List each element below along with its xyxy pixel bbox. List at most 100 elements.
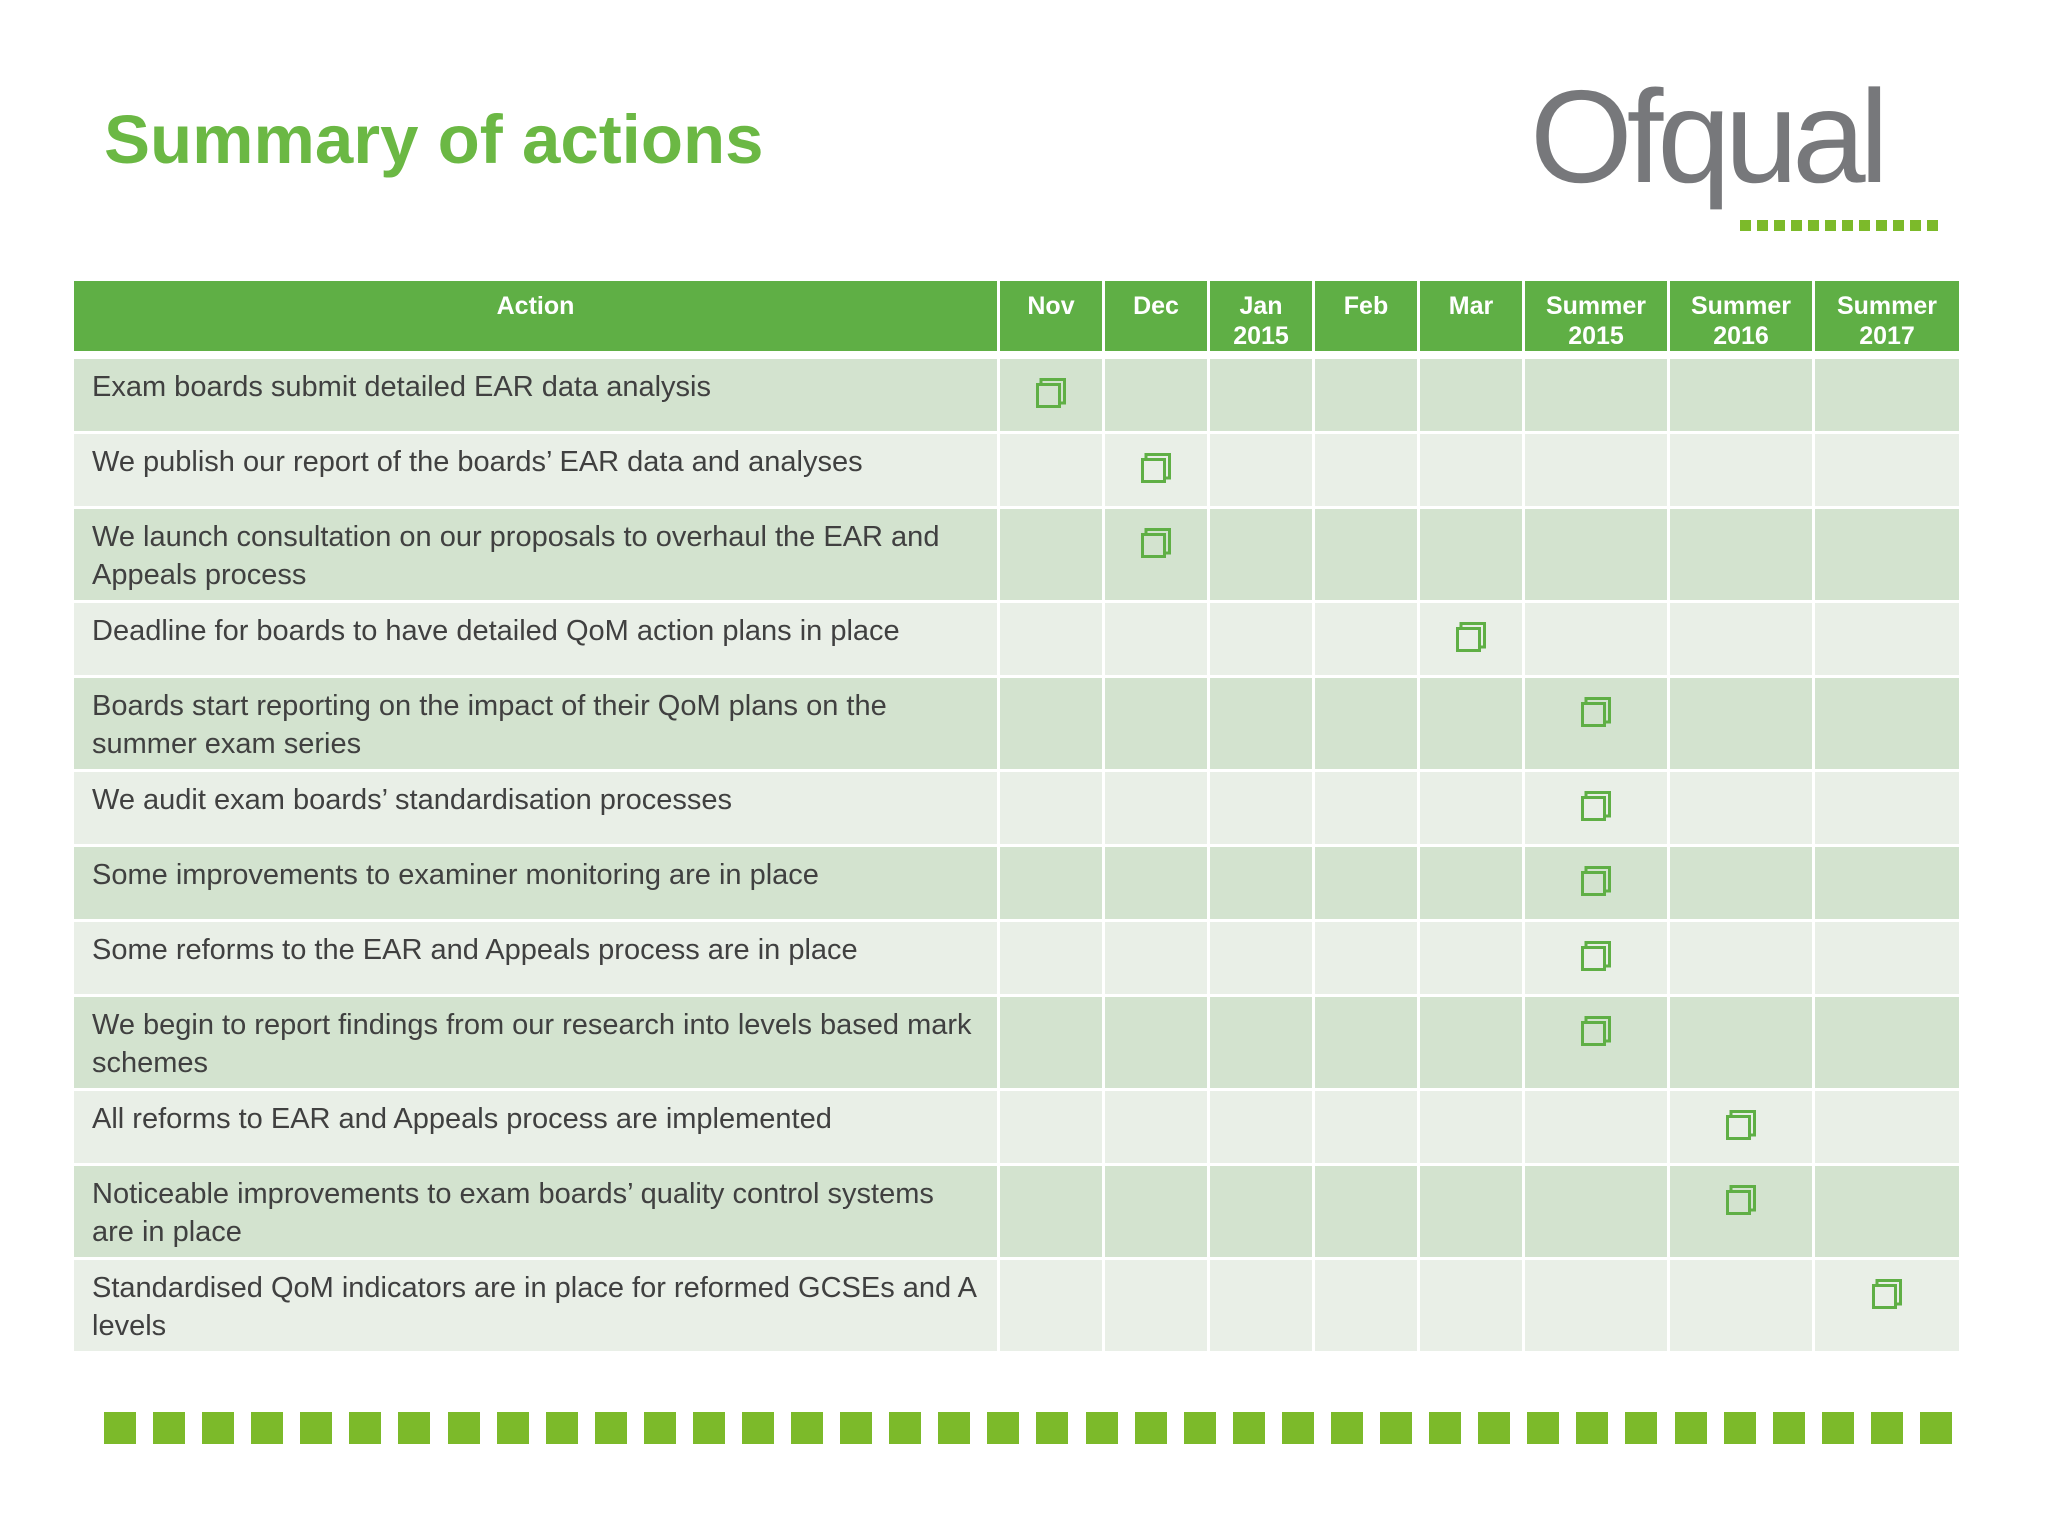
timeline-cell <box>1670 603 1815 678</box>
timeline-cell <box>1420 359 1525 434</box>
column-header-year: 2017 <box>1859 322 1915 350</box>
timeline-cell <box>1105 434 1210 509</box>
decorative-square <box>1625 1412 1658 1444</box>
column-header-period: Jan 2015 <box>1210 281 1315 359</box>
checkbox-square-icon <box>1872 1279 1902 1309</box>
column-header-label: Feb <box>1343 292 1389 320</box>
ofqual-logo-icon: Ofqual <box>1530 70 1938 231</box>
timeline-cell <box>1210 359 1315 434</box>
timeline-cell <box>1315 847 1420 922</box>
actions-timeline-table: Action Nov Dec Jan 2015 Feb Mar Summer 2015 Summe… <box>74 281 1959 1354</box>
timeline-cell <box>1815 1091 1959 1166</box>
timeline-cell <box>1105 997 1210 1091</box>
decorative-square <box>692 1412 725 1444</box>
column-header-label: Summer <box>1690 292 1792 320</box>
table-row: We publish our report of the boards’ EAR… <box>74 434 1959 509</box>
action-text: Standardised QoM indicators are in place… <box>74 1260 1000 1354</box>
timeline-cell <box>1525 359 1670 434</box>
decorative-square <box>1330 1412 1363 1444</box>
table-row: Some reforms to the EAR and Appeals proc… <box>74 922 1959 997</box>
decorative-square <box>643 1412 676 1444</box>
decorative-square <box>153 1412 186 1444</box>
timeline-cell <box>1315 678 1420 772</box>
timeline-cell <box>1210 509 1315 603</box>
column-header-label: Dec <box>1133 292 1179 320</box>
timeline-cell <box>1525 997 1670 1091</box>
timeline-cell <box>1210 678 1315 772</box>
page-title: Summary of actions <box>104 101 764 178</box>
timeline-cell <box>1105 922 1210 997</box>
timeline-cell <box>1525 509 1670 603</box>
table-row: Exam boards submit detailed EAR data ana… <box>74 359 1959 434</box>
column-header-action: Action <box>74 281 1000 359</box>
timeline-cell <box>1670 509 1815 603</box>
action-text: Boards start reporting on the impact of … <box>74 678 1000 772</box>
timeline-cell <box>1315 1091 1420 1166</box>
column-header-year: 2015 <box>1568 322 1624 350</box>
timeline-cell <box>1000 922 1105 997</box>
column-header-period: Summer 2017 <box>1815 281 1959 359</box>
timeline-cell <box>1000 1260 1105 1354</box>
timeline-cell <box>1000 359 1105 434</box>
timeline-cell <box>1815 678 1959 772</box>
decorative-square <box>496 1412 529 1444</box>
column-header-year: 2016 <box>1713 322 1769 350</box>
column-header-period: Summer 2015 <box>1525 281 1670 359</box>
timeline-cell <box>1670 772 1815 847</box>
action-text: Noticeable improvements to exam boards’ … <box>74 1166 1000 1260</box>
decorative-square <box>104 1412 136 1444</box>
decorative-square <box>1870 1412 1903 1444</box>
column-header-period: Nov <box>1000 281 1105 359</box>
timeline-cell <box>1315 1260 1420 1354</box>
decorative-square <box>742 1412 775 1444</box>
timeline-cell <box>1105 1260 1210 1354</box>
timeline-cell <box>1315 772 1420 847</box>
decorative-square <box>447 1412 480 1444</box>
decorative-square <box>1576 1412 1609 1444</box>
decorative-square <box>398 1412 431 1444</box>
column-header-period: Summer 2016 <box>1670 281 1815 359</box>
timeline-cell <box>1670 922 1815 997</box>
timeline-cell <box>1210 922 1315 997</box>
timeline-cell <box>1000 1091 1105 1166</box>
timeline-cell <box>1420 997 1525 1091</box>
action-text: We audit exam boards’ standardisation pr… <box>74 772 1000 847</box>
checkbox-square-icon <box>1581 941 1611 971</box>
timeline-cell <box>1315 509 1420 603</box>
checkbox-square-icon <box>1141 528 1171 558</box>
column-header-label: Summer <box>1836 292 1938 320</box>
timeline-cell <box>1815 359 1959 434</box>
decorative-square <box>889 1412 922 1444</box>
action-text: Deadline for boards to have detailed QoM… <box>74 603 1000 678</box>
timeline-cell <box>1105 772 1210 847</box>
decorative-square <box>938 1412 971 1444</box>
timeline-cell <box>1420 678 1525 772</box>
decorative-square <box>791 1412 824 1444</box>
decorative-square <box>987 1412 1020 1444</box>
table-row: Some improvements to examiner monitoring… <box>74 847 1959 922</box>
table-row: We audit exam boards’ standardisation pr… <box>74 772 1959 847</box>
checkbox-square-icon <box>1581 1016 1611 1046</box>
timeline-cell <box>1815 847 1959 922</box>
checkbox-square-icon <box>1581 866 1611 896</box>
timeline-cell <box>1420 1260 1525 1354</box>
timeline-cell <box>1815 772 1959 847</box>
timeline-cell <box>1000 1166 1105 1260</box>
decorative-square <box>545 1412 578 1444</box>
decorative-square <box>594 1412 627 1444</box>
table-row: Deadline for boards to have detailed QoM… <box>74 603 1959 678</box>
timeline-cell <box>1315 1166 1420 1260</box>
timeline-cell <box>1420 434 1525 509</box>
timeline-cell <box>1815 1166 1959 1260</box>
column-header-label: Nov <box>1027 292 1075 320</box>
timeline-cell <box>1525 847 1670 922</box>
table-row: We launch consultation on our proposals … <box>74 509 1959 603</box>
decorative-square <box>1527 1412 1560 1444</box>
timeline-cell <box>1525 603 1670 678</box>
table-body: Exam boards submit detailed EAR data ana… <box>74 359 1959 1354</box>
timeline-cell <box>1670 359 1815 434</box>
timeline-cell <box>1315 603 1420 678</box>
decorative-square <box>300 1412 333 1444</box>
checkbox-square-icon <box>1726 1110 1756 1140</box>
timeline-cell <box>1315 922 1420 997</box>
